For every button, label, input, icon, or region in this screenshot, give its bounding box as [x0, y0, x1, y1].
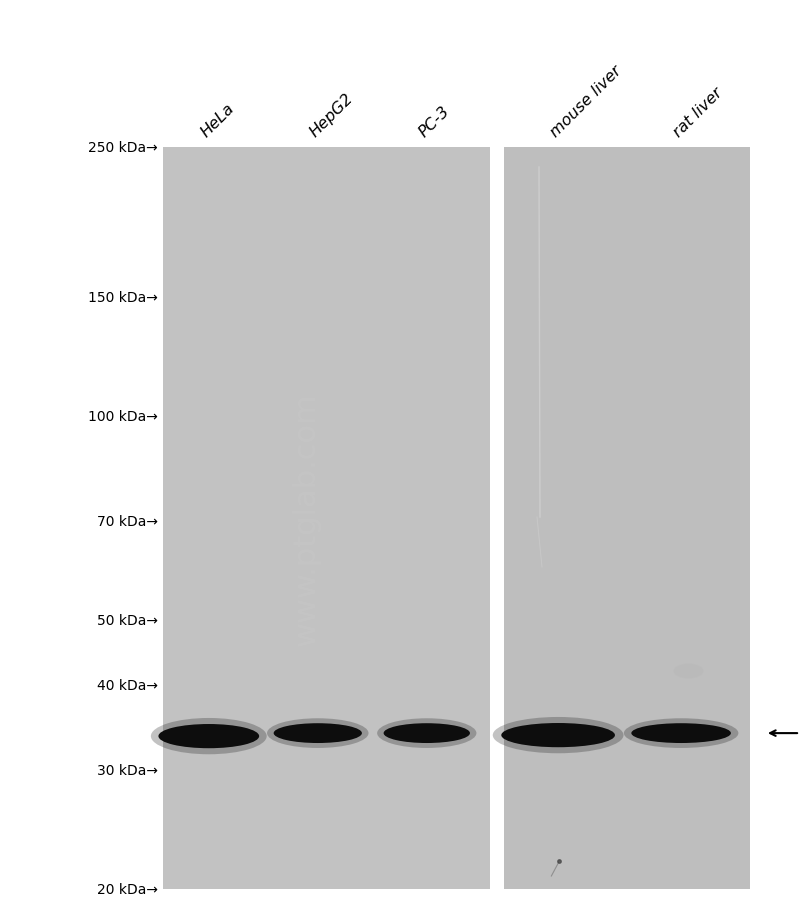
Ellipse shape — [493, 717, 623, 753]
Text: 50 kDa→: 50 kDa→ — [97, 613, 158, 627]
Text: 100 kDa→: 100 kDa→ — [88, 410, 158, 424]
Ellipse shape — [624, 719, 738, 748]
Text: HeLa: HeLa — [198, 101, 238, 140]
Ellipse shape — [267, 719, 369, 748]
Bar — [504, 148, 750, 889]
Ellipse shape — [151, 718, 266, 754]
Text: mouse liver: mouse liver — [547, 63, 625, 140]
Text: 40 kDa→: 40 kDa→ — [97, 678, 158, 693]
Text: 150 kDa→: 150 kDa→ — [88, 290, 158, 305]
Ellipse shape — [384, 723, 470, 743]
Text: HepG2: HepG2 — [307, 91, 356, 140]
Text: 250 kDa→: 250 kDa→ — [88, 141, 158, 155]
Text: 30 kDa→: 30 kDa→ — [97, 763, 158, 777]
Text: PC-3: PC-3 — [416, 104, 453, 140]
Ellipse shape — [631, 723, 731, 743]
Text: www.ptglab.com: www.ptglab.com — [292, 391, 321, 645]
Text: rat liver: rat liver — [670, 85, 726, 140]
Ellipse shape — [674, 664, 703, 679]
Text: 20 kDa→: 20 kDa→ — [97, 882, 158, 896]
Text: 70 kDa→: 70 kDa→ — [97, 514, 158, 529]
Ellipse shape — [274, 723, 362, 743]
Ellipse shape — [502, 723, 615, 748]
Bar — [163, 148, 490, 889]
Ellipse shape — [158, 724, 259, 749]
Ellipse shape — [377, 719, 477, 748]
